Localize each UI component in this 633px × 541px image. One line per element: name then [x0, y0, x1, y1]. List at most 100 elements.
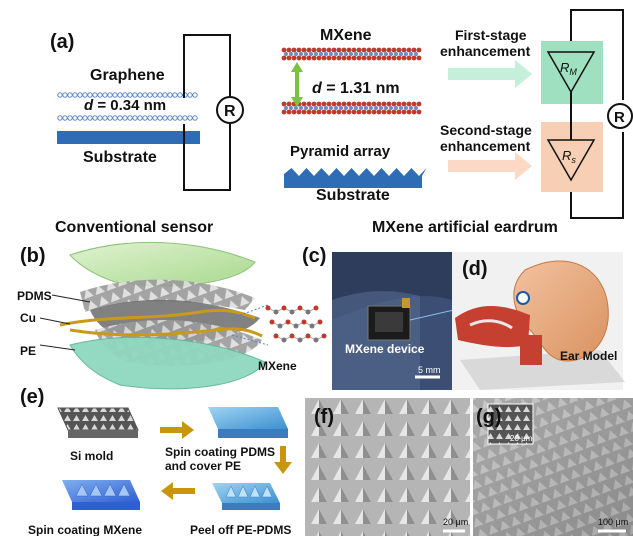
- graphene-atom: [57, 92, 63, 98]
- mxene-atom: [346, 47, 352, 53]
- mxene-atom: [321, 55, 327, 61]
- mxene-atom: [401, 55, 407, 61]
- graphene-label: Graphene: [90, 67, 165, 84]
- pyramid-layer-top: [80, 279, 255, 312]
- mxene-atom: [386, 101, 392, 107]
- graphene-atom: [72, 92, 78, 98]
- mxene-atom: [289, 106, 293, 110]
- inset-scale-label-g: 20 μm: [510, 434, 533, 443]
- graphene-d-symbol: d: [84, 97, 94, 114]
- mxene-atom: [299, 52, 303, 56]
- mxene-atom: [291, 55, 297, 61]
- mxene-atom: [406, 109, 412, 115]
- mxene-atom: [396, 101, 402, 107]
- sem-inset-image: [487, 403, 534, 445]
- mxene-atom: [406, 101, 412, 107]
- mxene-atom: [334, 52, 338, 56]
- lattice-atom: [305, 309, 311, 315]
- mxene-atom: [281, 109, 287, 115]
- mxene-atom: [361, 101, 367, 107]
- mxene-atom: [376, 55, 382, 61]
- mxene-atom: [314, 52, 318, 56]
- lattice-atom: [321, 333, 327, 339]
- rm-text: RM: [560, 60, 577, 77]
- mxene-atom: [376, 101, 382, 107]
- mxene-atom: [394, 106, 398, 110]
- mxene-atom: [401, 47, 407, 53]
- ear-inner-section: [455, 305, 530, 348]
- graphene-atom: [67, 115, 73, 121]
- mxene-layer-top: [281, 47, 422, 61]
- mxene-atom: [366, 47, 372, 53]
- mxene-atom: [371, 109, 377, 115]
- resistor-r-label: R: [224, 103, 236, 120]
- mxene-atom: [371, 101, 377, 107]
- lattice-atom: [289, 333, 295, 339]
- mxene-atom: [359, 106, 363, 110]
- mxene-atom: [406, 55, 412, 61]
- substrate-label-conventional: Substrate: [83, 149, 157, 166]
- graphene-atom: [152, 92, 158, 98]
- lattice-atom: [309, 323, 315, 329]
- rs-subscript: s: [571, 155, 576, 165]
- circuit-right-top: [570, 9, 624, 100]
- mxene-atom: [314, 106, 318, 110]
- mxene-device-surface: [375, 312, 403, 332]
- mxene-atom: [309, 106, 313, 110]
- cu-label: Cu: [20, 311, 36, 325]
- mxene-atom: [286, 101, 292, 107]
- copper-wire-2: [69, 327, 263, 338]
- graphene-atom: [127, 115, 133, 121]
- substrate-label-mxene: Substrate: [316, 187, 390, 204]
- mxene-atom: [369, 106, 373, 110]
- si-mold-block-top: [57, 407, 139, 431]
- scale-label-g: 100 μm: [598, 517, 628, 527]
- graphene-layers: [57, 92, 198, 121]
- mxene-atom: [366, 55, 372, 61]
- spin-mxene-label: Spin coating MXene: [28, 523, 142, 536]
- scale-label-f: 20 μm: [443, 517, 468, 527]
- first-stage-label-1: First-stage: [455, 27, 527, 43]
- graphene-atom: [97, 92, 103, 98]
- process-arrow-2: [274, 446, 292, 474]
- mxene-atom: [304, 52, 308, 56]
- mxene-atom: [401, 101, 407, 107]
- resistor-symbol-right: [607, 103, 633, 129]
- graphene-d-value: = 0.34 nm: [97, 97, 166, 114]
- graphene-atom: [157, 92, 163, 98]
- mxene-atom: [296, 47, 302, 53]
- graphene-atom: [192, 115, 198, 121]
- mxene-atom: [301, 47, 307, 53]
- mxene-atom: [384, 52, 388, 56]
- ear-model-label: Ear Model: [560, 349, 617, 363]
- panel-f-label: (f): [314, 406, 334, 428]
- mxene-atom: [411, 47, 417, 53]
- mxene-atom: [354, 52, 358, 56]
- graphene-atom: [142, 92, 148, 98]
- mxene-atom: [294, 106, 298, 110]
- panel-a-label: (a): [50, 31, 74, 53]
- graphene-atom: [177, 115, 183, 121]
- mxene-coated-block-side: [72, 502, 140, 510]
- graphene-atom: [187, 115, 193, 121]
- resistor-right-r-label: R: [614, 109, 625, 126]
- graphene-atom: [172, 92, 178, 98]
- mxene-atom: [316, 109, 322, 115]
- mxene-atom: [374, 52, 378, 56]
- mxene-atom: [391, 47, 397, 53]
- mxene-atom: [399, 52, 403, 56]
- panel-d-label: (d): [462, 258, 488, 280]
- peeled-layer-pyramids: [225, 485, 273, 498]
- mxene-atom: [311, 55, 317, 61]
- graphene-atom: [147, 92, 153, 98]
- graphene-atom: [127, 92, 133, 98]
- lattice-atom: [301, 319, 307, 325]
- graphene-atom: [117, 92, 123, 98]
- ear-canal: [469, 319, 513, 330]
- pdms-pe-block-top: [208, 407, 288, 429]
- mxene-atom: [306, 47, 312, 53]
- pe-label: PE: [20, 344, 36, 358]
- graphene-atom: [182, 115, 188, 121]
- mxene-atom: [336, 109, 342, 115]
